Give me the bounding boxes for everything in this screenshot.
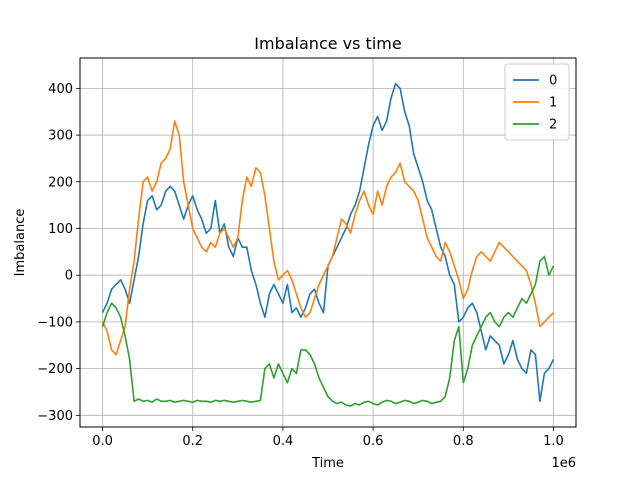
chart-title: Imbalance vs time xyxy=(254,34,401,53)
series-group xyxy=(101,82,555,407)
y-tick-label: 100 xyxy=(48,222,73,237)
x-tick-label: 0.4 xyxy=(273,434,294,449)
legend-label-2: 2 xyxy=(549,118,557,133)
y-axis-label: Imbalance xyxy=(13,209,28,277)
y-tick-label: 300 xyxy=(48,129,73,144)
y-tick-label: −200 xyxy=(37,362,73,377)
y-tick-label: −100 xyxy=(37,315,73,330)
series-line-1 xyxy=(101,120,555,356)
x-axis-offset-label: 1e6 xyxy=(551,456,576,471)
x-tick-label: 0.0 xyxy=(92,434,113,449)
plot-frame xyxy=(79,57,577,428)
x-tick-label: 0.2 xyxy=(182,434,203,449)
series-line-2 xyxy=(101,255,555,407)
x-tick-label: 0.8 xyxy=(453,434,474,449)
y-tick-label: 400 xyxy=(48,82,73,97)
legend-label-1: 1 xyxy=(549,96,557,111)
y-tick-label: 200 xyxy=(48,175,73,190)
grid xyxy=(80,58,576,427)
legend: 0 1 2 xyxy=(504,63,570,141)
x-tick-label: 0.6 xyxy=(363,434,384,449)
legend-label-0: 0 xyxy=(549,74,557,89)
x-tick-label: 1.0 xyxy=(543,434,564,449)
y-tick-label: 0 xyxy=(65,269,73,284)
y-tick-label: −300 xyxy=(37,409,73,424)
ticks: 0.0 0.2 0.4 0.6 0.8 1.0 −300 −200 −100 0 100 200 300… xyxy=(37,82,564,449)
x-axis-label: Time xyxy=(311,456,344,471)
